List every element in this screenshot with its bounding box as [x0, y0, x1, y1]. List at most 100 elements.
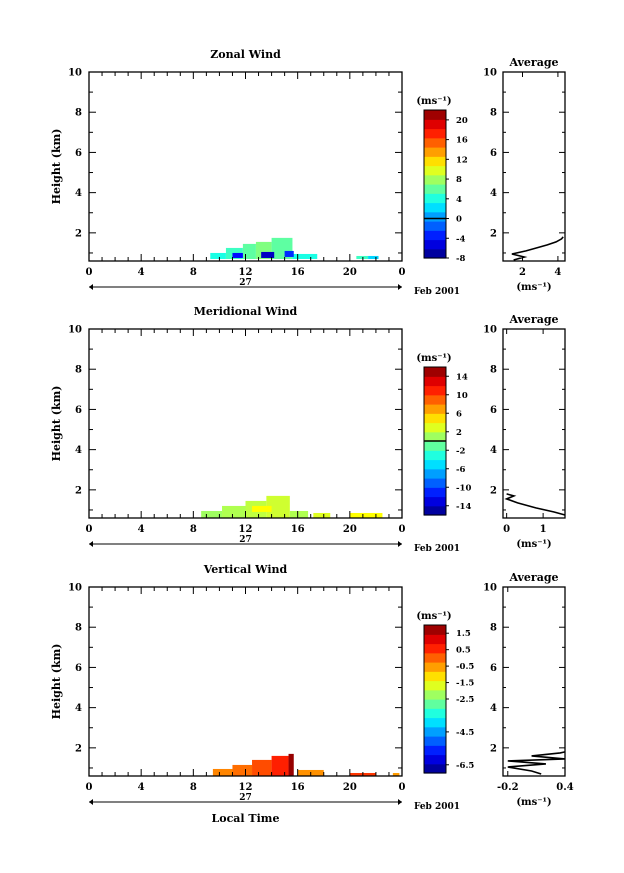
colorbar-segment — [424, 422, 446, 433]
colorbar-segment — [424, 763, 446, 774]
panel-title: Zonal Wind — [210, 48, 281, 61]
x-tick-label: 16 — [291, 524, 305, 535]
colorbar-segment — [424, 736, 446, 746]
y-tick-label: 8 — [75, 108, 82, 119]
colorbar-segment — [424, 487, 446, 498]
colorbar-tick-label: 0 — [456, 215, 462, 225]
colorbar-segment — [424, 248, 446, 259]
colorbar-segment — [424, 496, 446, 507]
x-axis-label: Local Time — [212, 812, 280, 825]
colorbar-tick-label: 16 — [456, 136, 468, 146]
average-y-tick-label: 8 — [490, 108, 497, 119]
colorbar-segment — [424, 367, 446, 377]
data-cell — [271, 755, 289, 776]
colorbar-segment — [424, 643, 446, 654]
average-x-axis-label: (ms⁻¹) — [516, 282, 551, 293]
colorbar-segment — [424, 193, 446, 204]
colorbar-tick-label: -1.5 — [456, 679, 474, 689]
colorbar-segment — [424, 441, 446, 451]
date-line-start-arrow — [89, 284, 93, 290]
colorbar-segment — [424, 394, 446, 405]
x-tick-label: 0 — [86, 782, 93, 793]
average-y-tick-label: 6 — [490, 148, 497, 159]
average-x-tick-label: 4 — [554, 267, 561, 278]
average-profile-line — [511, 236, 564, 261]
colorbar-segment — [424, 119, 446, 130]
x-tick-label: 12 — [239, 782, 253, 793]
colorbar-segment — [424, 239, 446, 250]
data-cell — [266, 495, 290, 518]
x-tick-label: 20 — [343, 524, 357, 535]
colorbar-segment — [424, 147, 446, 157]
average-frame — [502, 328, 566, 519]
data-cell — [392, 772, 400, 776]
x-tick-label: 12 — [239, 524, 253, 535]
average-title: Average — [508, 571, 558, 584]
average-y-tick-label: 2 — [490, 743, 497, 754]
colorbar-segment — [424, 459, 446, 470]
colorbar-segment — [424, 708, 446, 719]
y-tick-label: 6 — [75, 148, 82, 159]
colorbar-unit: (ms⁻¹) — [416, 353, 451, 364]
data-cell — [232, 764, 253, 776]
date-label: 27 — [239, 793, 252, 803]
month-label: Feb 2001 — [414, 544, 460, 554]
colorbar-unit: (ms⁻¹) — [416, 611, 451, 622]
plot-frame — [88, 586, 403, 777]
data-cell — [292, 253, 318, 259]
colorbar-tick-label: -2.5 — [456, 695, 474, 705]
y-tick-label: 8 — [75, 365, 82, 376]
data-cell — [232, 252, 243, 258]
data-cell — [349, 512, 383, 518]
data-cell — [288, 753, 294, 776]
colorbar-segment — [424, 468, 446, 479]
colorbar-segment — [424, 754, 446, 765]
average-x-axis-label: (ms⁻¹) — [516, 539, 551, 550]
colorbar-tick-label: 12 — [456, 155, 468, 165]
month-label: Feb 2001 — [414, 802, 460, 812]
colorbar-tick-label: 20 — [456, 116, 468, 126]
plot-frame — [88, 328, 403, 519]
data-cell — [252, 505, 272, 512]
colorbar-segment — [424, 385, 446, 396]
average-y-tick-label: 6 — [490, 405, 497, 416]
date-line-end-arrow — [398, 799, 402, 805]
colorbar-tick-label: -2 — [456, 446, 466, 456]
average-y-tick-label: 10 — [483, 68, 497, 79]
data-cell — [313, 512, 331, 518]
colorbar-tick-label: 6 — [456, 409, 462, 419]
y-tick-label: 4 — [75, 445, 82, 456]
y-axis-label: Height (km) — [50, 644, 63, 720]
colorbar-tick-label: -6 — [456, 465, 466, 475]
colorbar-tick-label: 1.5 — [456, 629, 471, 639]
panel-title: Vertical Wind — [203, 563, 288, 576]
colorbar-segment — [424, 671, 446, 682]
data-cell — [222, 505, 246, 518]
colorbar-segment — [424, 634, 446, 645]
y-tick-label: 10 — [68, 68, 82, 79]
colorbar-segment — [424, 450, 446, 461]
y-tick-label: 10 — [68, 325, 82, 336]
x-tick-label: 4 — [138, 524, 145, 535]
y-tick-label: 4 — [75, 703, 82, 714]
colorbar-segment — [424, 652, 446, 663]
colorbar-segment — [424, 689, 446, 700]
colorbar-segment — [424, 221, 446, 231]
x-tick-label: 8 — [190, 524, 197, 535]
y-tick-label: 6 — [75, 405, 82, 416]
colorbar-segment — [424, 680, 446, 691]
x-tick-label: 16 — [291, 782, 305, 793]
colorbar-segment — [424, 174, 446, 185]
colorbar-unit: (ms⁻¹) — [416, 96, 451, 107]
x-tick-label: 0 — [399, 524, 406, 535]
colorbar-tick-label: 0.5 — [456, 646, 471, 656]
average-frame — [502, 586, 566, 777]
average-y-tick-label: 8 — [490, 623, 497, 634]
y-tick-label: 10 — [68, 583, 82, 594]
date-line-start-arrow — [89, 799, 93, 805]
colorbar-segment — [424, 156, 446, 167]
x-tick-label: 8 — [190, 267, 197, 278]
colorbar-segment — [424, 662, 446, 672]
colorbar-segment — [424, 184, 446, 194]
